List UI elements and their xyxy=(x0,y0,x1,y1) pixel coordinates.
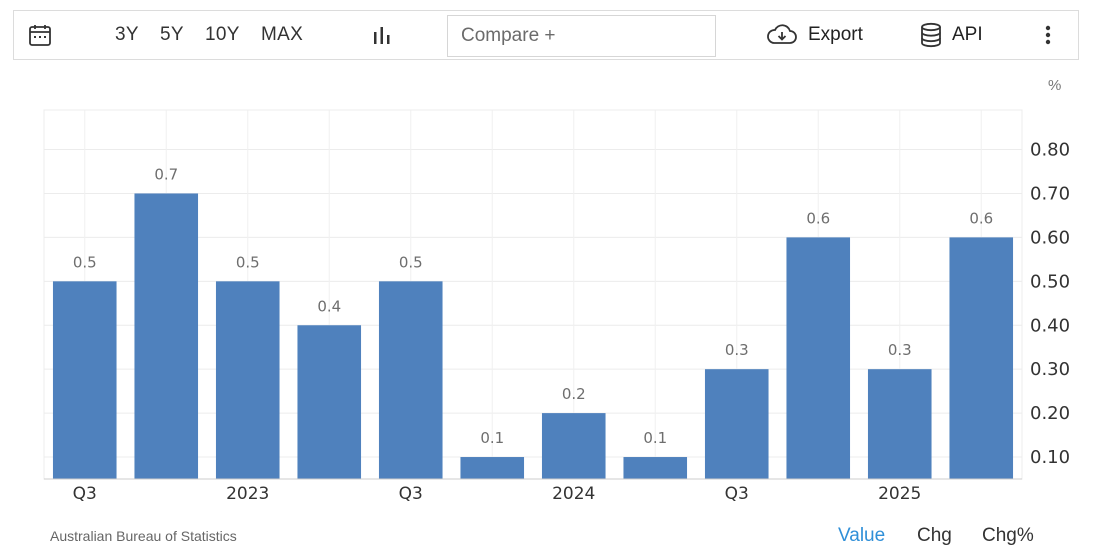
unit-label: % xyxy=(1048,77,1061,94)
y-tick-label: 0.70 xyxy=(1030,183,1070,204)
y-tick-label: 0.20 xyxy=(1030,403,1070,424)
range-3y-button[interactable]: 3Y xyxy=(115,24,139,45)
bar[interactable] xyxy=(215,281,280,479)
bar-data-label: 0.7 xyxy=(154,165,178,183)
range-5y-button[interactable]: 5Y xyxy=(160,24,184,45)
view-chg-percent-button[interactable]: Chg% xyxy=(982,525,1034,546)
bar-chart-icon xyxy=(374,27,390,44)
y-tick-label: 0.50 xyxy=(1030,271,1070,292)
calendar-button[interactable] xyxy=(28,11,52,59)
bar-data-label: 0.5 xyxy=(236,253,260,271)
data-source: Australian Bureau of Statistics xyxy=(50,528,237,544)
bar-data-label: 0.3 xyxy=(725,341,749,359)
bar[interactable] xyxy=(460,457,525,479)
x-tick-label: Q3 xyxy=(725,484,749,504)
bar-data-label: 0.6 xyxy=(969,209,993,227)
y-tick-label: 0.40 xyxy=(1030,315,1070,336)
y-tick-label: 0.60 xyxy=(1030,227,1070,248)
bar[interactable] xyxy=(786,237,851,479)
x-tick-label: 2025 xyxy=(878,484,921,504)
bar[interactable] xyxy=(867,369,932,479)
bar-data-label: 0.3 xyxy=(888,341,912,359)
api-button[interactable]: API xyxy=(920,11,983,59)
bar[interactable] xyxy=(704,369,769,479)
more-menu-button[interactable] xyxy=(1044,11,1052,59)
x-tick-label: Q3 xyxy=(73,484,97,504)
bar[interactable] xyxy=(541,413,606,479)
chart-toolbar: 3Y 5Y 10Y MAX Export API xyxy=(13,10,1079,60)
y-tick-label: 0.10 xyxy=(1030,447,1070,468)
bar[interactable] xyxy=(297,325,362,479)
bar-data-label: 0.4 xyxy=(317,297,341,315)
plot-area xyxy=(43,109,1023,480)
export-button[interactable]: Export xyxy=(766,11,863,59)
bar-data-label: 0.5 xyxy=(73,253,97,271)
bar[interactable] xyxy=(52,281,117,479)
x-tick-label: 2024 xyxy=(552,484,595,504)
api-label: API xyxy=(952,24,983,45)
bar-data-label: 0.5 xyxy=(399,253,423,271)
export-label: Export xyxy=(808,24,863,45)
y-tick-label: 0.80 xyxy=(1030,140,1070,161)
bar[interactable] xyxy=(623,457,688,479)
view-value-button[interactable]: Value xyxy=(838,525,886,546)
range-max-button[interactable]: MAX xyxy=(261,24,304,45)
cloud-download-icon xyxy=(767,24,797,44)
database-icon xyxy=(921,22,941,48)
chart-area: 0.10 0.20 0.30 0.40 0.50 0.60 0.70 0.80% 0.5 0.7 0… xyxy=(0,62,1095,553)
bar-data-label: 0.1 xyxy=(480,429,504,447)
vertical-dots-icon xyxy=(1045,25,1051,45)
compare-input[interactable] xyxy=(447,15,716,57)
y-tick-label: 0.30 xyxy=(1030,359,1070,380)
bar-data-label: 0.6 xyxy=(806,209,830,227)
bar[interactable] xyxy=(949,237,1014,479)
bar-data-label: 0.1 xyxy=(643,429,667,447)
view-chg-button[interactable]: Chg xyxy=(917,525,952,546)
bar[interactable] xyxy=(378,281,443,479)
range-10y-button[interactable]: 10Y xyxy=(205,24,240,45)
bar-chart: 0.10 0.20 0.30 0.40 0.50 0.60 0.70 0.80% 0.5 0.7 0… xyxy=(43,77,1070,504)
bar-data-label: 0.2 xyxy=(562,385,586,403)
calendar-icon xyxy=(29,25,51,46)
chart-type-button[interactable] xyxy=(371,11,393,59)
x-tick-label: 2023 xyxy=(226,484,269,504)
bar[interactable] xyxy=(134,193,199,479)
x-tick-label: Q3 xyxy=(399,484,423,504)
